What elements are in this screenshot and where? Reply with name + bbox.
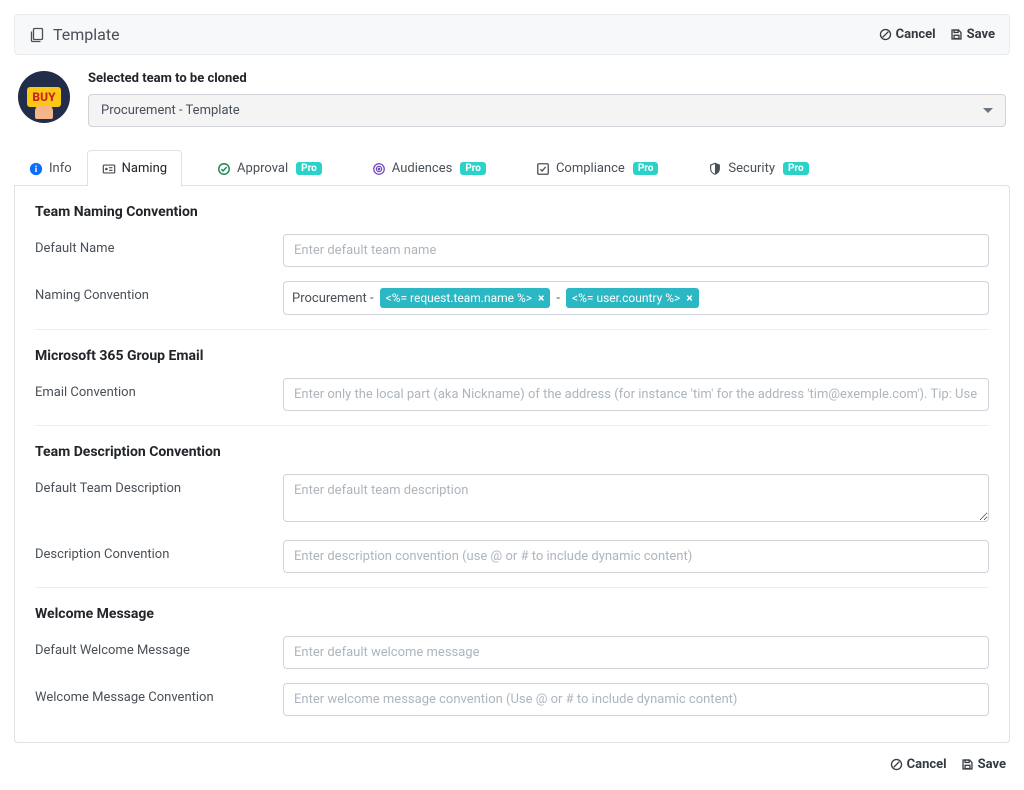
- separator: [35, 425, 989, 426]
- cancel-label: Cancel: [907, 757, 947, 772]
- shield-icon: [708, 162, 722, 176]
- label-welcome-convention: Welcome Message Convention: [35, 683, 283, 705]
- tab-security[interactable]: Security Pro: [693, 150, 823, 186]
- cancel-button[interactable]: Cancel: [879, 27, 936, 42]
- pro-badge: Pro: [460, 162, 486, 175]
- naming-convention-input[interactable]: Procurement - <%= request.team.name %> ×…: [283, 281, 989, 315]
- label-email-convention: Email Convention: [35, 378, 283, 400]
- tab-naming-label: Naming: [122, 161, 167, 176]
- tabs-row: Info Naming Approval Pro Audiences Pro C…: [14, 149, 1010, 185]
- team-avatar: BUY: [18, 71, 70, 123]
- save-button[interactable]: Save: [950, 27, 995, 42]
- section-team-desc-title: Team Description Convention: [35, 444, 989, 460]
- tab-compliance[interactable]: Compliance Pro: [521, 150, 673, 186]
- checkbox-icon: [536, 162, 550, 176]
- naming-conv-prefix: Procurement -: [292, 291, 374, 306]
- label-default-team-description: Default Team Description: [35, 474, 283, 496]
- tab-security-label: Security: [728, 161, 775, 176]
- separator: [35, 587, 989, 588]
- page-header: Template Cancel Save: [14, 14, 1010, 55]
- email-convention-input[interactable]: [283, 378, 989, 411]
- target-icon: [372, 162, 386, 176]
- pro-badge: Pro: [633, 162, 659, 175]
- default-welcome-input[interactable]: [283, 636, 989, 669]
- label-default-name: Default Name: [35, 234, 283, 256]
- page-title: Template: [53, 25, 120, 44]
- tab-compliance-label: Compliance: [556, 161, 625, 176]
- default-team-description-input[interactable]: [283, 474, 989, 522]
- tab-audiences[interactable]: Audiences Pro: [357, 150, 501, 186]
- tab-info-label: Info: [49, 161, 72, 176]
- page-header-left: Template: [29, 25, 120, 44]
- row-naming-convention: Naming Convention Procurement - <%= requ…: [35, 281, 989, 315]
- avatar-buy-tag: BUY: [27, 87, 60, 107]
- info-icon: [29, 162, 43, 176]
- separator: [35, 329, 989, 330]
- naming-panel: Team Naming Convention Default Name Nami…: [14, 185, 1010, 743]
- tab-approval[interactable]: Approval Pro: [202, 150, 337, 186]
- token-label: <%= request.team.name %>: [386, 291, 532, 305]
- save-icon: [961, 758, 974, 771]
- team-select-row: BUY Selected team to be cloned Procureme…: [14, 65, 1010, 143]
- default-name-input[interactable]: [283, 234, 989, 267]
- section-group-email-title: Microsoft 365 Group Email: [35, 348, 989, 364]
- token-remove-icon[interactable]: ×: [686, 291, 692, 305]
- check-circle-icon: [217, 162, 231, 176]
- team-select-label: Selected team to be cloned: [88, 71, 1006, 86]
- team-select-value: Procurement - Template: [101, 103, 240, 118]
- row-default-welcome: Default Welcome Message: [35, 636, 989, 669]
- label-default-welcome: Default Welcome Message: [35, 636, 283, 658]
- row-default-name: Default Name: [35, 234, 989, 267]
- section-welcome-title: Welcome Message: [35, 606, 989, 622]
- tab-naming[interactable]: Naming: [87, 150, 182, 186]
- team-select-column: Selected team to be cloned Procurement -…: [88, 71, 1006, 127]
- pro-badge: Pro: [783, 162, 809, 175]
- section-team-naming-title: Team Naming Convention: [35, 204, 989, 220]
- avatar-hand-icon: [35, 105, 53, 119]
- label-naming-convention: Naming Convention: [35, 281, 283, 303]
- save-label: Save: [967, 27, 995, 42]
- footer-actions: Cancel Save: [14, 743, 1010, 776]
- pro-badge: Pro: [296, 162, 322, 175]
- token-label: <%= user.country %>: [572, 291, 680, 305]
- label-description-convention: Description Convention: [35, 540, 283, 562]
- token-separator: -: [556, 291, 560, 306]
- token-request-team-name[interactable]: <%= request.team.name %> ×: [380, 288, 551, 308]
- welcome-convention-input[interactable]: [283, 683, 989, 716]
- cancel-button-footer[interactable]: Cancel: [890, 757, 947, 772]
- card-icon: [102, 162, 116, 176]
- save-button-footer[interactable]: Save: [961, 757, 1006, 772]
- token-user-country[interactable]: <%= user.country %> ×: [566, 288, 699, 308]
- row-email-convention: Email Convention: [35, 378, 989, 411]
- row-welcome-convention: Welcome Message Convention: [35, 683, 989, 716]
- save-icon: [950, 28, 963, 41]
- tab-info[interactable]: Info: [14, 150, 87, 186]
- row-default-team-description: Default Team Description: [35, 474, 989, 526]
- template-icon: [29, 27, 45, 43]
- cancel-icon: [890, 758, 903, 771]
- row-description-convention: Description Convention: [35, 540, 989, 573]
- team-select-dropdown[interactable]: Procurement - Template: [88, 94, 1006, 127]
- chevron-down-icon: [983, 108, 993, 113]
- header-actions: Cancel Save: [879, 27, 995, 42]
- token-remove-icon[interactable]: ×: [538, 291, 544, 305]
- tab-audiences-label: Audiences: [392, 161, 453, 176]
- cancel-icon: [879, 28, 892, 41]
- save-label: Save: [978, 757, 1006, 772]
- cancel-label: Cancel: [896, 27, 936, 42]
- tab-approval-label: Approval: [237, 161, 288, 176]
- description-convention-input[interactable]: [283, 540, 989, 573]
